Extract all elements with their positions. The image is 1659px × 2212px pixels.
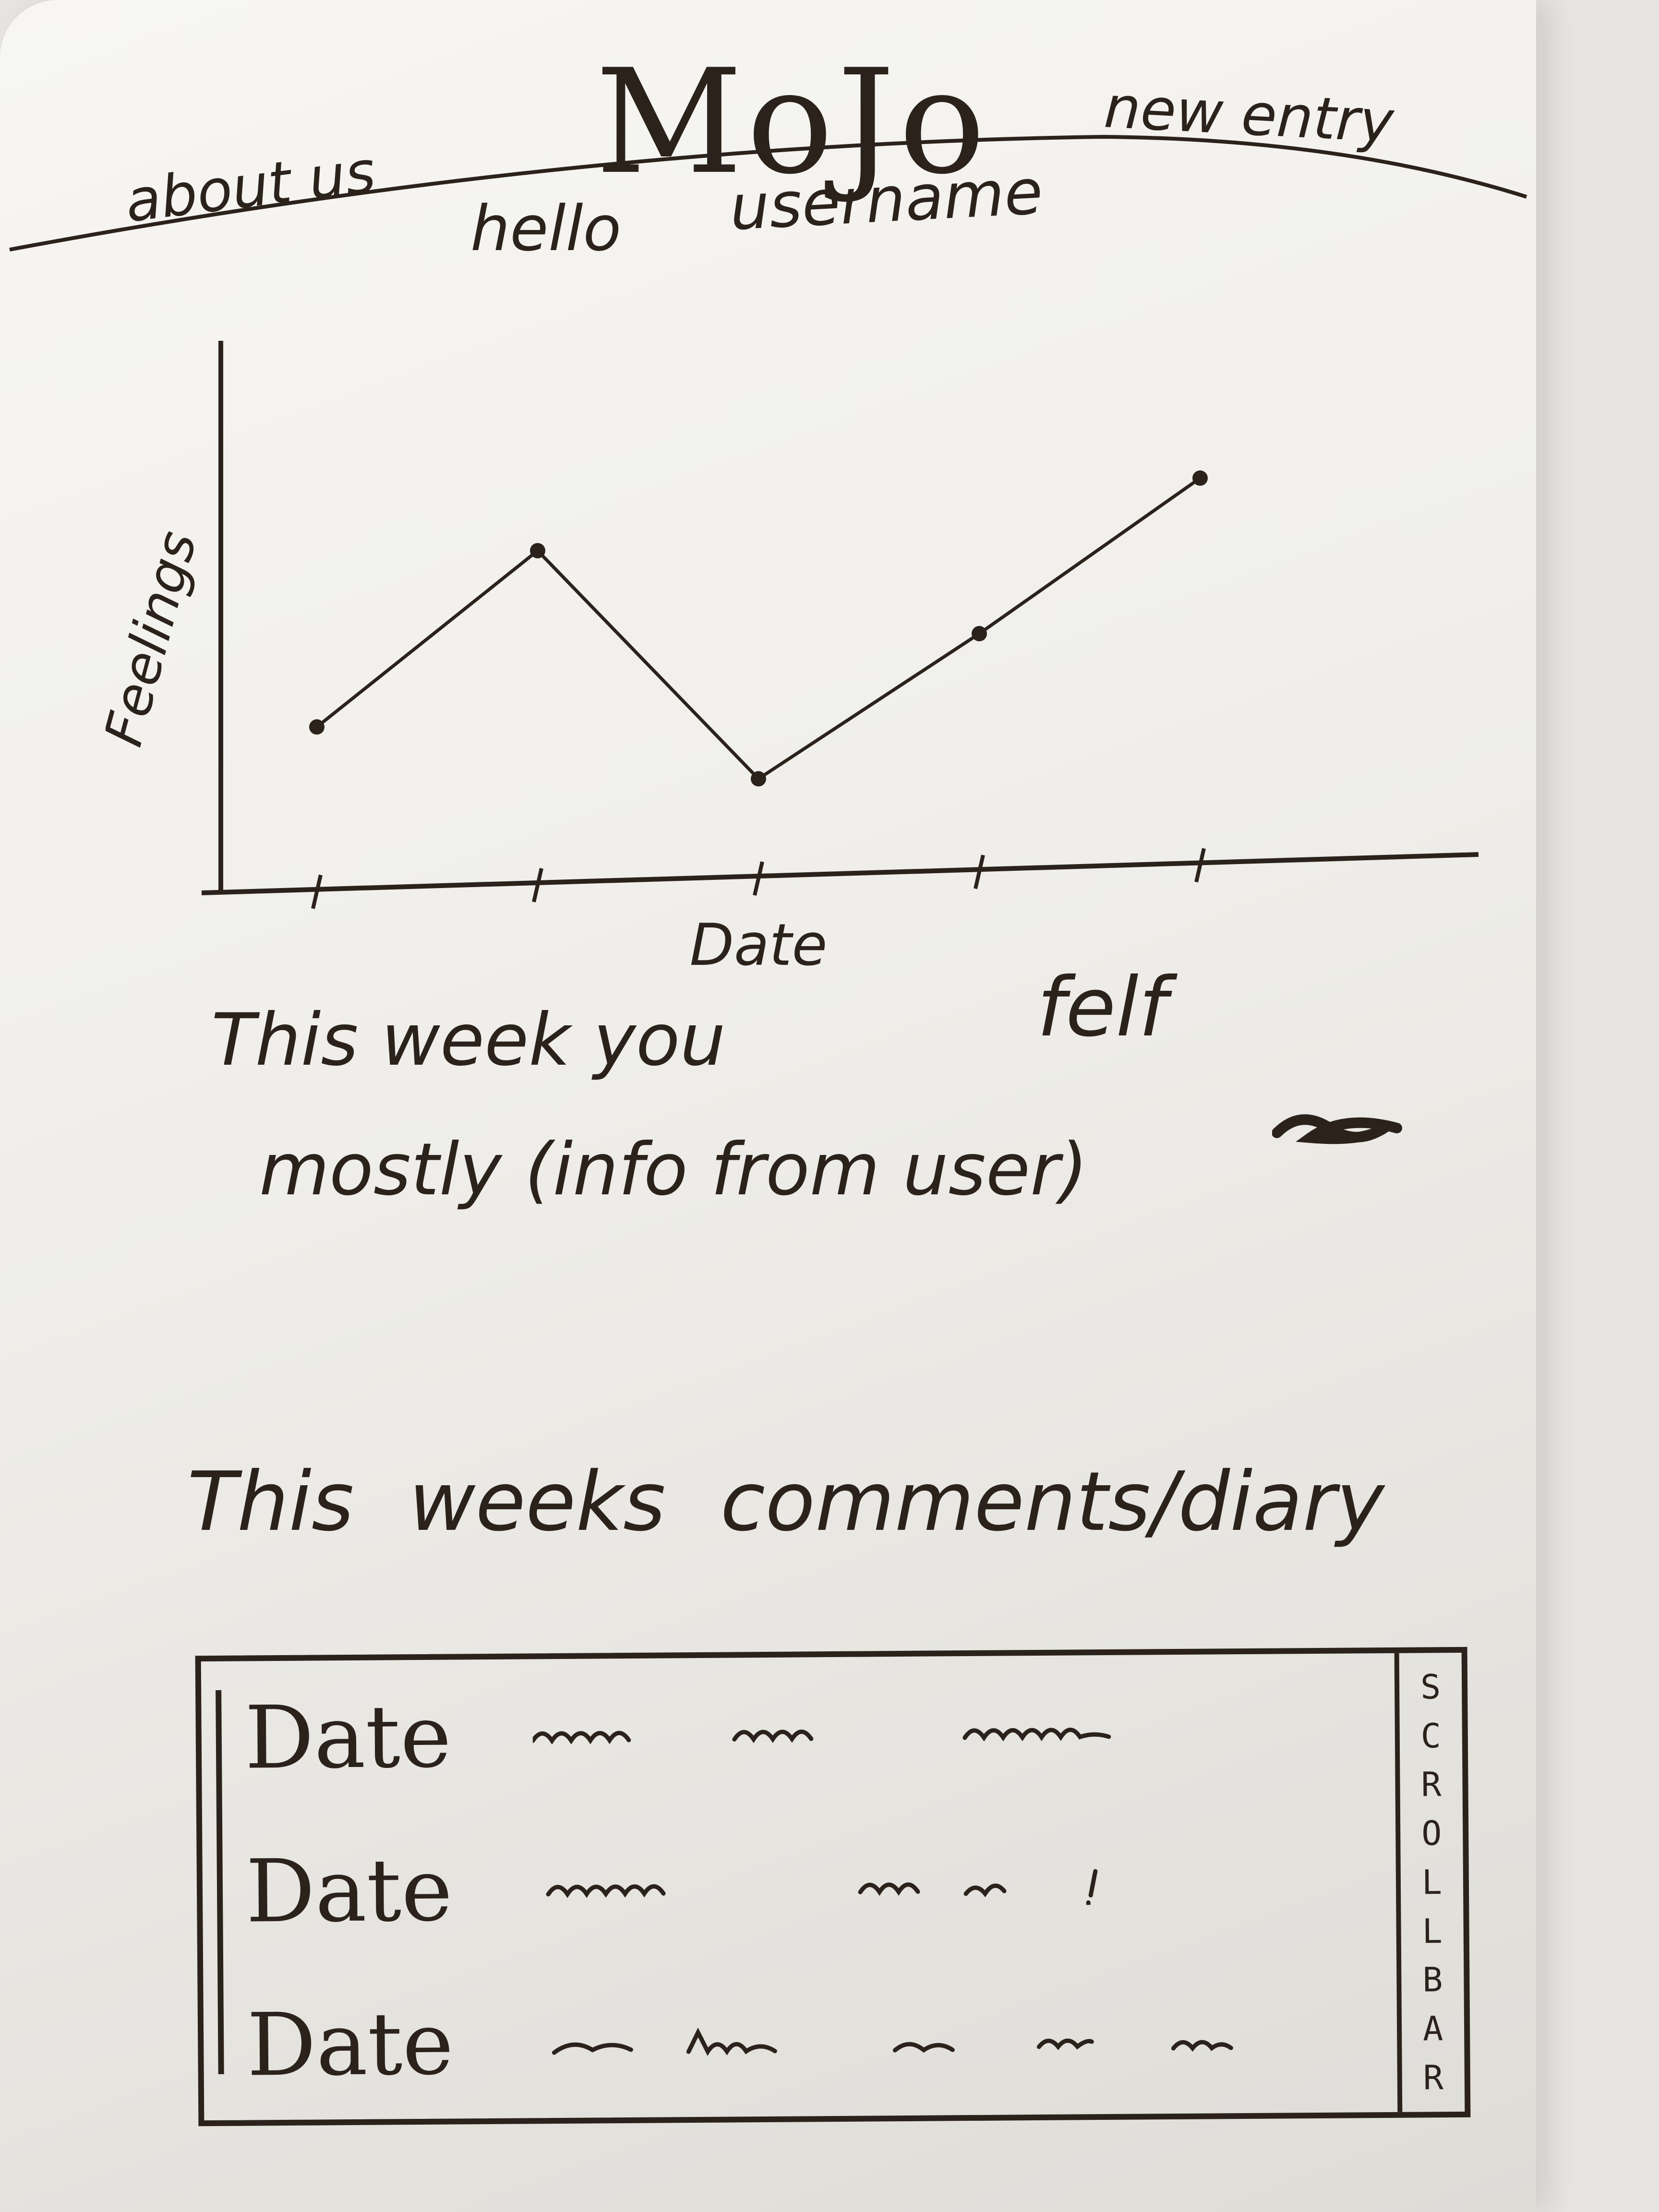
scrollbar-letter: L: [1422, 1911, 1443, 1951]
x-axis: [201, 852, 1479, 895]
diary-scrollbar[interactable]: S C R O L L B A R: [1394, 1652, 1465, 2112]
feelings-line-chart: Feelings Date: [106, 341, 1479, 979]
scrollbar-letter: L: [1421, 1863, 1443, 1902]
diary-entry-date: Date: [244, 1686, 452, 1789]
summary-felt-word: felf: [1037, 960, 1167, 1055]
data-point: [530, 543, 545, 559]
x-axis-label: Date: [690, 912, 828, 979]
diary-entry-text-scribble: [532, 1728, 1111, 1745]
x-tick: [311, 874, 323, 909]
x-tick: [1194, 848, 1206, 883]
diary-entry-date: Date: [246, 1994, 454, 2096]
data-point: [972, 626, 987, 641]
diary-entry-text-scribble: [546, 1869, 1098, 1906]
diary-entry[interactable]: Date: [222, 1960, 1393, 2120]
diary-entry[interactable]: Date: [221, 1807, 1392, 1969]
summary-line-1: This week you: [211, 998, 726, 1082]
scrollbar-letter: S: [1420, 1667, 1441, 1707]
diary-entry[interactable]: Date: [220, 1653, 1391, 1815]
series-line: [315, 477, 1202, 781]
summary-line-2: mostly (info from user): [259, 1128, 1088, 1212]
diary-entry-date: Date: [245, 1840, 453, 1942]
header-divider: [9, 134, 1527, 252]
scrollbar-letter: C: [1420, 1716, 1442, 1756]
diary-heading: This weeks comments/diary: [187, 1455, 1385, 1550]
data-point: [751, 771, 766, 787]
x-tick: [753, 861, 764, 896]
x-tick: [532, 868, 543, 902]
y-axis-label: Feelings: [106, 525, 208, 752]
scrollbar-letter: R: [1423, 2058, 1444, 2098]
data-point: [309, 719, 325, 735]
scrollbar-letter: O: [1421, 1814, 1442, 1853]
sketch-page: MoJo about us new entry hello username F…: [0, 0, 1536, 2212]
scrollbar-letter: B: [1422, 1960, 1443, 2000]
scrollbar-letter: A: [1422, 2009, 1443, 2049]
scribble-out-mark: [1272, 1114, 1402, 1144]
app-logo: MoJo: [595, 38, 989, 206]
diary-list-panel: Date Date Date S C R O: [195, 1647, 1471, 2127]
scrollbar-letter: R: [1421, 1765, 1442, 1804]
x-tick: [974, 854, 985, 890]
diary-entries: Date Date Date: [220, 1653, 1393, 2120]
data-point: [1192, 470, 1208, 486]
diary-entry-text-scribble: [552, 2027, 1233, 2056]
greeting-text: hello: [470, 192, 622, 265]
